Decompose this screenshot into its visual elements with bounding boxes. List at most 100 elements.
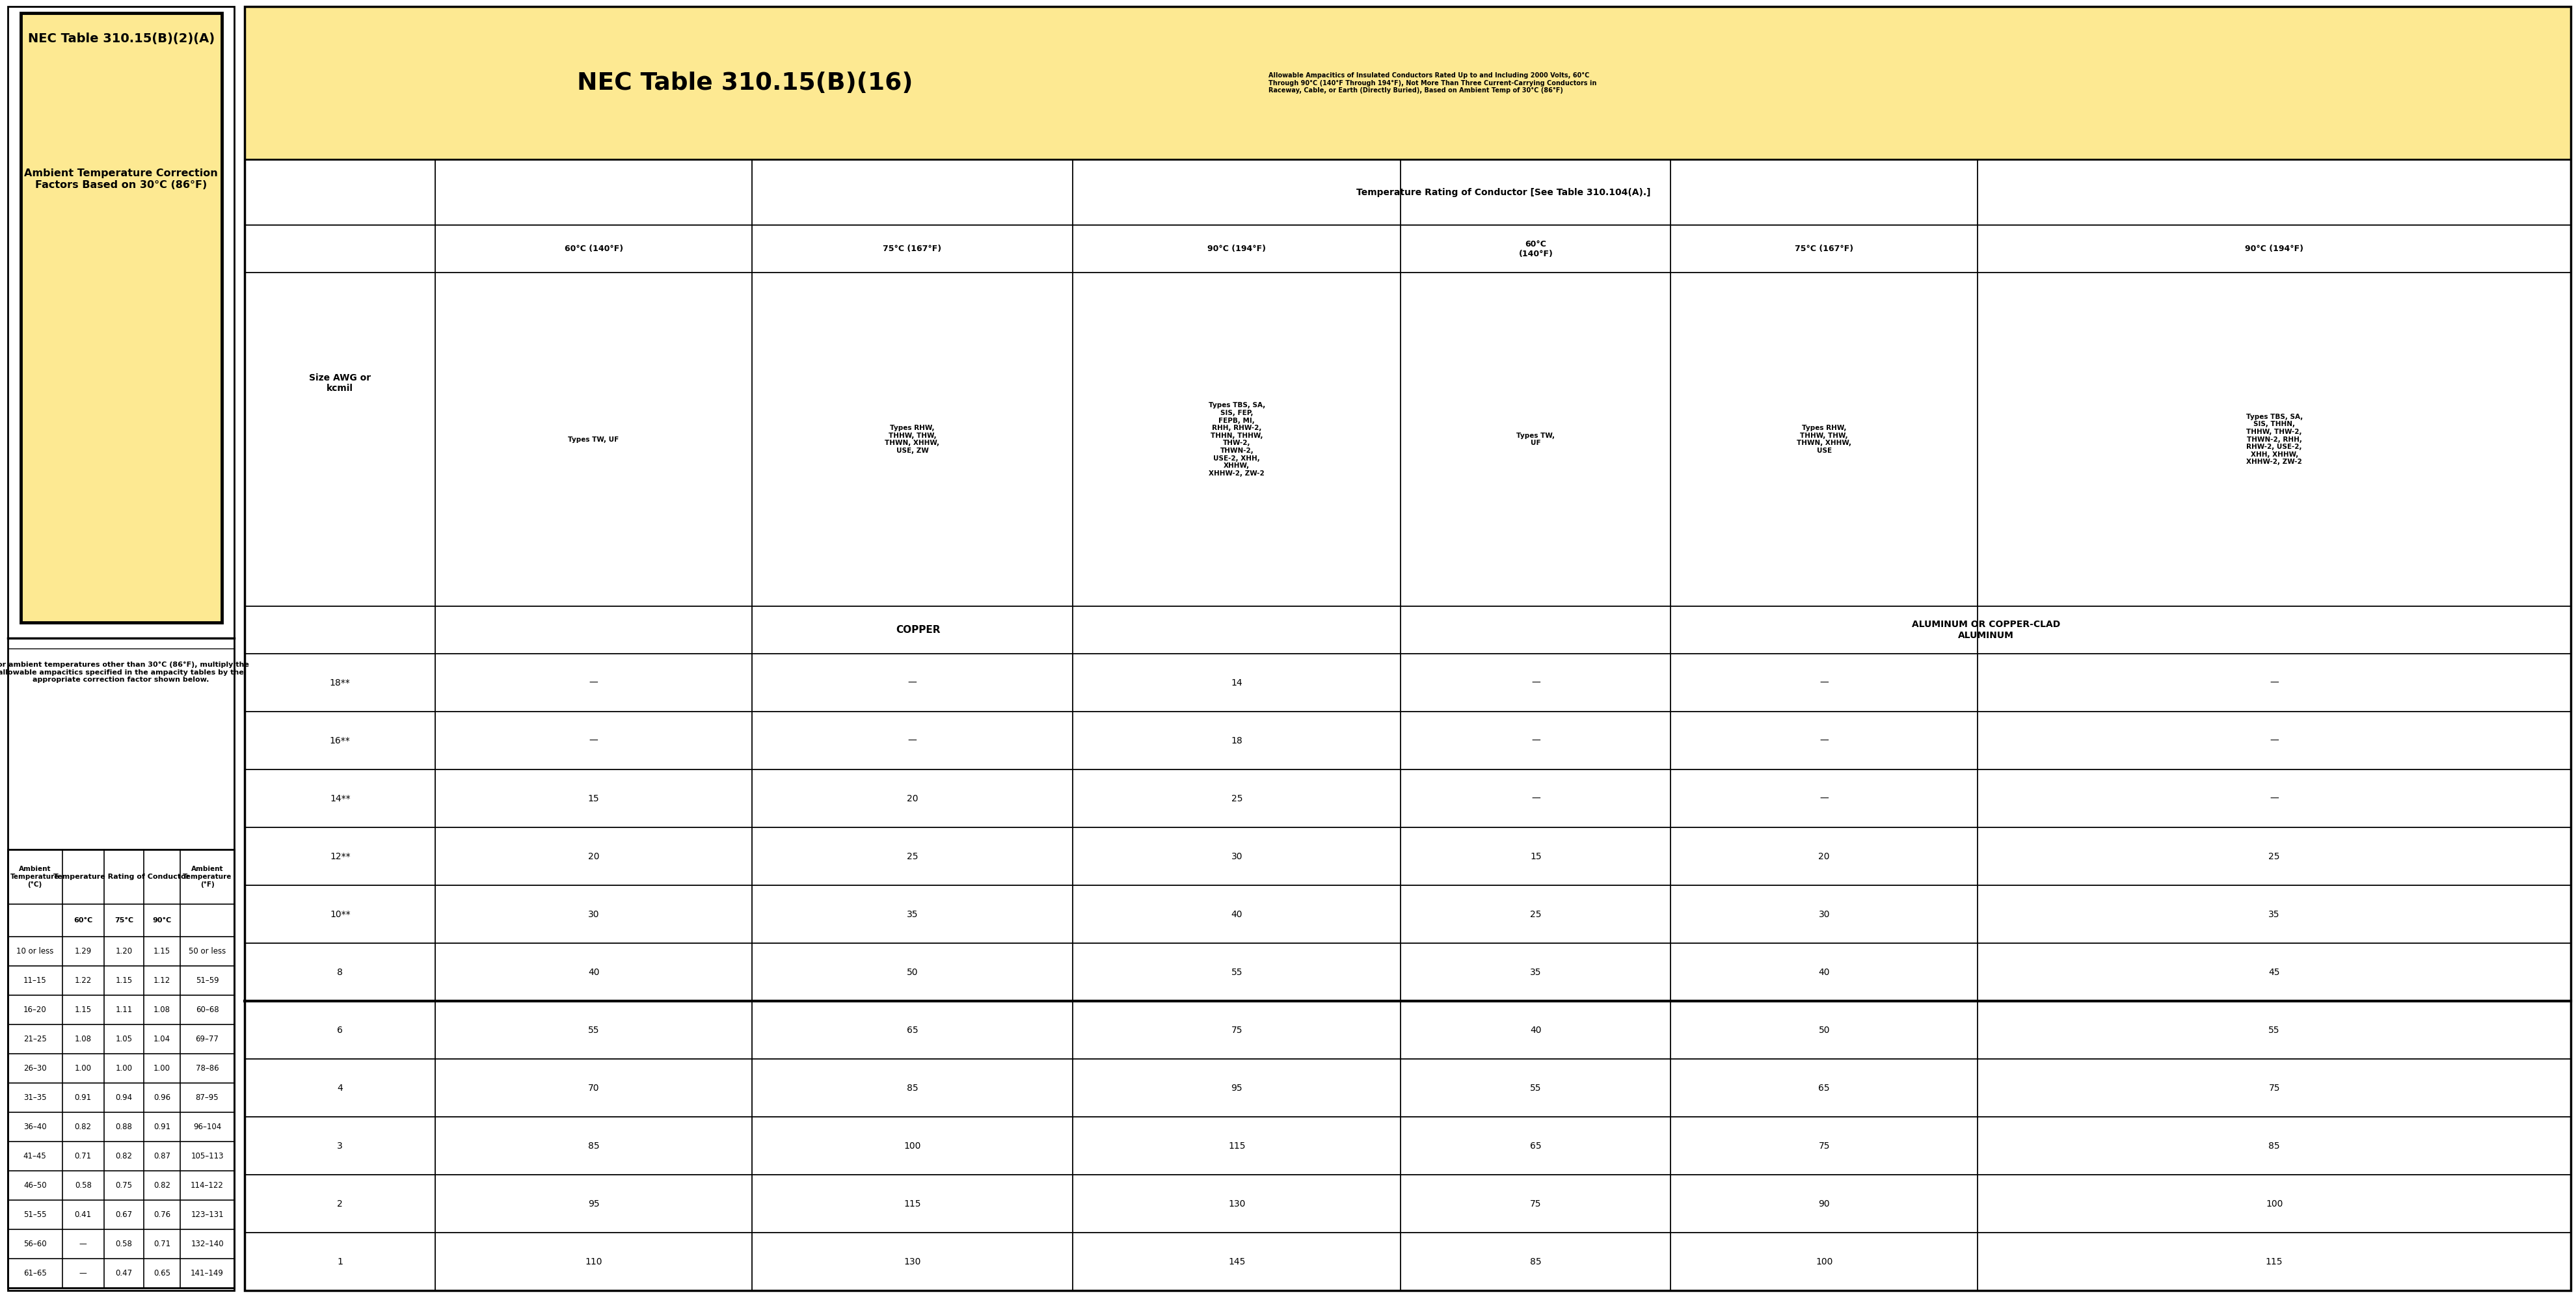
Text: 16**: 16**: [330, 735, 350, 746]
Text: 0.71: 0.71: [75, 1152, 93, 1161]
Text: 141–149: 141–149: [191, 1268, 224, 1278]
Text: 18: 18: [1231, 735, 1242, 746]
Text: 115: 115: [904, 1200, 922, 1209]
Text: 85: 85: [587, 1141, 600, 1150]
Text: —: —: [2269, 735, 2280, 746]
Text: 35: 35: [907, 909, 917, 918]
Text: 51–55: 51–55: [23, 1210, 46, 1219]
Text: 60°C: 60°C: [75, 917, 93, 923]
Text: 110: 110: [585, 1257, 603, 1266]
Text: 0.88: 0.88: [116, 1123, 131, 1131]
Text: Types TBS, SA,
SIS, FEP,
FEPB, MI,
RHH, RHW-2,
THHN, THHW,
THW-2,
THWN-2,
USE-2,: Types TBS, SA, SIS, FEP, FEPB, MI, RHH, …: [1208, 402, 1265, 477]
Text: 16–20: 16–20: [23, 1005, 46, 1014]
Text: 35: 35: [2269, 909, 2280, 918]
Text: 130: 130: [904, 1257, 920, 1266]
Text: 25: 25: [2269, 852, 2280, 861]
Text: 75°C (167°F): 75°C (167°F): [884, 245, 943, 253]
Text: 1.00: 1.00: [155, 1064, 170, 1073]
Text: 60–68: 60–68: [196, 1005, 219, 1014]
Text: Ambient Temperature Correction
Factors Based on 30°C (86°F): Ambient Temperature Correction Factors B…: [23, 169, 219, 189]
Text: 0.76: 0.76: [155, 1210, 170, 1219]
Text: 85: 85: [2269, 1141, 2280, 1150]
Text: —: —: [80, 1240, 88, 1248]
Text: Types RHW,
THHW, THW,
THWN, XHHW,
USE, ZW: Types RHW, THHW, THW, THWN, XHHW, USE, Z…: [886, 425, 940, 454]
Text: 10 or less: 10 or less: [15, 947, 54, 956]
Text: Temperature Rating of Conductor: Temperature Rating of Conductor: [54, 873, 188, 881]
Text: 40: 40: [1530, 1026, 1540, 1035]
Text: 100: 100: [1816, 1257, 1832, 1266]
Text: 0.65: 0.65: [155, 1268, 170, 1278]
Text: 26–30: 26–30: [23, 1064, 46, 1073]
Text: Types RHW,
THHW, THW,
THWN, XHHW,
USE: Types RHW, THHW, THW, THWN, XHHW, USE: [1798, 425, 1852, 454]
Text: 55: 55: [2269, 1026, 2280, 1035]
Text: 14**: 14**: [330, 794, 350, 803]
Text: —: —: [80, 1268, 88, 1278]
Text: Allowable Ampacitics of Insulated Conductors Rated Up to and Including 2000 Volt: Allowable Ampacitics of Insulated Conduc…: [1267, 73, 1597, 93]
Text: 70: 70: [587, 1083, 600, 1092]
Text: 0.58: 0.58: [116, 1240, 131, 1248]
Text: —: —: [1530, 678, 1540, 687]
Text: —: —: [907, 678, 917, 687]
Text: 95: 95: [1231, 1083, 1242, 1092]
Text: —: —: [1530, 735, 1540, 746]
Text: 60°C (140°F): 60°C (140°F): [564, 245, 623, 253]
Text: Temperature Rating of Conductor [See Table 310.104(A).]: Temperature Rating of Conductor [See Tab…: [1355, 188, 1651, 197]
Text: 90°C (194°F): 90°C (194°F): [2246, 245, 2303, 253]
Text: Ambient
Temperature
(°C): Ambient Temperature (°C): [10, 866, 59, 887]
Text: 100: 100: [904, 1141, 920, 1150]
Text: ALUMINUM OR COPPER-CLAD
ALUMINUM: ALUMINUM OR COPPER-CLAD ALUMINUM: [1911, 620, 2061, 639]
Text: —: —: [1819, 735, 1829, 746]
Text: 85: 85: [1530, 1257, 1540, 1266]
Text: 1.15: 1.15: [155, 947, 170, 956]
Text: 96–104: 96–104: [193, 1123, 222, 1131]
Text: NEC Table 310.15(B)(2)(A): NEC Table 310.15(B)(2)(A): [28, 32, 214, 45]
Text: 0.91: 0.91: [155, 1123, 170, 1131]
Text: 65: 65: [1530, 1141, 1540, 1150]
Text: 90°C: 90°C: [152, 917, 173, 923]
Text: 1.20: 1.20: [116, 947, 131, 956]
Text: —: —: [1819, 794, 1829, 803]
Text: 100: 100: [2267, 1200, 2282, 1209]
Text: 51–59: 51–59: [196, 977, 219, 984]
Text: 50: 50: [907, 968, 917, 977]
Text: 60°C
(140°F): 60°C (140°F): [1517, 240, 1553, 258]
Text: 90°C (194°F): 90°C (194°F): [1208, 245, 1265, 253]
Text: 1.04: 1.04: [155, 1035, 170, 1043]
Text: 85: 85: [907, 1083, 917, 1092]
Text: Types TW, UF: Types TW, UF: [569, 436, 618, 442]
Text: 0.71: 0.71: [155, 1240, 170, 1248]
Text: 55: 55: [1530, 1083, 1540, 1092]
Text: 25: 25: [1231, 794, 1242, 803]
Text: 4: 4: [337, 1083, 343, 1092]
Text: 75: 75: [1231, 1026, 1242, 1035]
Text: 0.96: 0.96: [155, 1093, 170, 1101]
Text: 11–15: 11–15: [23, 977, 46, 984]
Text: 0.94: 0.94: [116, 1093, 131, 1101]
Text: 20: 20: [907, 794, 917, 803]
Text: 0.91: 0.91: [75, 1093, 93, 1101]
Text: 40: 40: [587, 968, 600, 977]
Text: 40: 40: [1819, 968, 1829, 977]
Text: 0.67: 0.67: [116, 1210, 131, 1219]
Bar: [21, 13, 222, 623]
Text: —: —: [590, 678, 598, 687]
Text: 1.29: 1.29: [75, 947, 93, 956]
Text: 95: 95: [587, 1200, 600, 1209]
Text: Size AWG or
kcmil: Size AWG or kcmil: [309, 374, 371, 393]
Text: 40: 40: [1231, 909, 1242, 918]
Text: 15: 15: [1530, 852, 1540, 861]
Text: 50: 50: [1819, 1026, 1829, 1035]
Text: 21–25: 21–25: [23, 1035, 46, 1043]
Text: —: —: [1819, 678, 1829, 687]
Text: 75°C (167°F): 75°C (167°F): [1795, 245, 1855, 253]
Text: 0.58: 0.58: [75, 1182, 93, 1189]
Text: 0.82: 0.82: [75, 1123, 93, 1131]
Text: 1.22: 1.22: [75, 977, 93, 984]
Text: 0.82: 0.82: [155, 1182, 170, 1189]
Text: —: —: [2269, 678, 2280, 687]
Text: Types TBS, SA,
SIS, THHN,
THHW, THW-2,
THWN-2, RHH,
RHW-2, USE-2,
XHH, XHHW,
XHH: Types TBS, SA, SIS, THHN, THHW, THW-2, T…: [2246, 414, 2303, 466]
Text: 0.75: 0.75: [116, 1182, 131, 1189]
Text: 65: 65: [907, 1026, 917, 1035]
Text: 75°C: 75°C: [113, 917, 134, 923]
Text: —: —: [2269, 794, 2280, 803]
